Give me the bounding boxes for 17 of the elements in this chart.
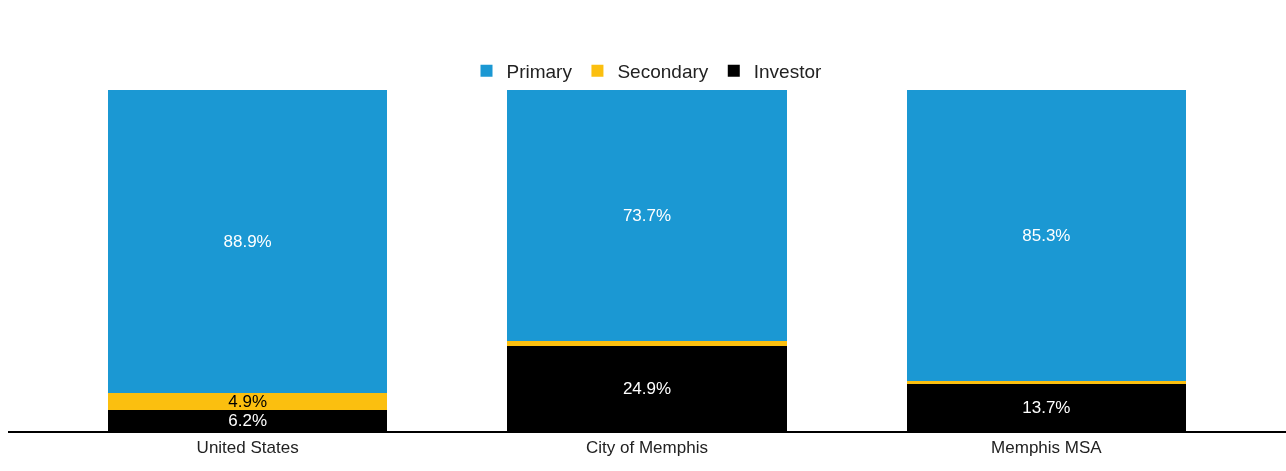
legend-label: Secondary	[617, 61, 709, 83]
data-label: 6.2%	[228, 410, 267, 430]
bar	[107, 393, 388, 410]
bar	[906, 90, 1187, 381]
data-label: 88.9%	[223, 232, 272, 252]
legend-label: Investor	[753, 61, 823, 83]
bar	[507, 341, 787, 347]
legend-label: Primary	[506, 61, 573, 83]
x-tick-label: Memphis MSA	[991, 438, 1103, 458]
x-tick-label: United States	[196, 438, 299, 458]
data-label: 85.3%	[1022, 225, 1071, 245]
data-label: 24.9%	[622, 379, 672, 399]
data-label: 73.7%	[622, 206, 672, 226]
bar	[107, 90, 388, 394]
data-label: 13.7%	[1022, 398, 1071, 418]
data-label: 4.9%	[228, 392, 267, 412]
x-tick-label: City of Memphis	[586, 438, 708, 458]
